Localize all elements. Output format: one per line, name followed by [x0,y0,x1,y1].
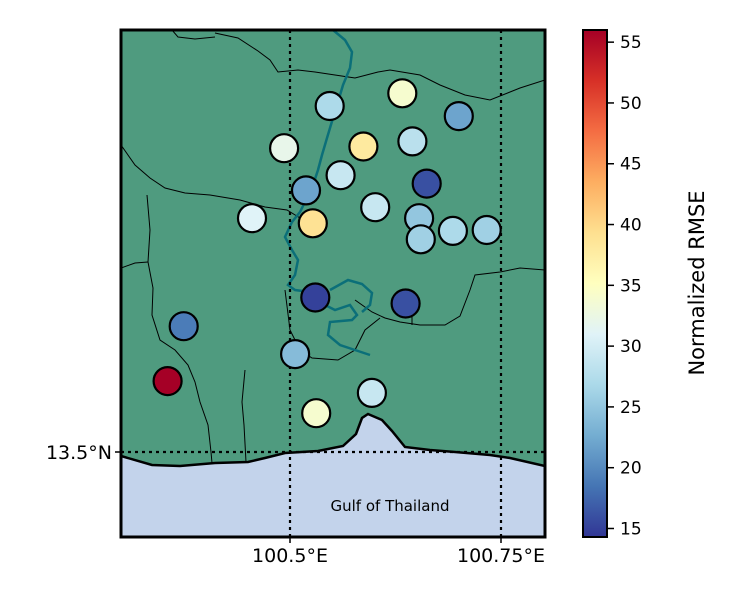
land-area [121,30,545,466]
station-marker [360,192,391,223]
station-marker [437,215,468,246]
station-marker [301,398,332,429]
station-marker [290,175,322,206]
station-marker [471,214,502,246]
colorbar-tick-label: 55 [620,33,642,53]
lon-label-100-75: 100.75°E [457,545,545,567]
colorbar-gradient [583,30,607,537]
lat-label-13-5: 13.5°N [46,442,112,464]
colorbar-tick-label: 35 [620,276,642,296]
lon-axis: 100.5°E 100.75°E [252,537,545,567]
colorbar-tick-label: 45 [620,155,642,175]
station-marker [387,78,418,109]
station-marker [356,377,387,408]
station-marker [269,133,300,164]
station-marker [325,160,356,191]
graticule [121,30,545,537]
station-marker [236,203,268,234]
lon-label-100-5: 100.5°E [252,545,328,567]
lat-axis: 13.5°N [46,442,121,464]
station-markers [152,78,502,429]
colorbar-tick-label: 20 [620,459,642,479]
station-marker [397,126,428,157]
station-marker [152,366,183,397]
colorbar-tick-label: 25 [620,398,642,418]
colorbar-frame [582,29,608,538]
colorbar-tick-label: 50 [620,94,642,114]
colorbar-tick-label: 40 [620,216,642,236]
station-marker [405,224,436,255]
station-marker [280,339,311,370]
station-marker [411,168,442,199]
colorbar: 15 20 25 30 35 40 45 50 55 Normalized RMSE [582,29,709,539]
map-area[interactable]: Gulf of Thailand [121,30,545,537]
map-frame [119,28,547,539]
station-marker [390,288,421,319]
colorbar-label: Normalized RMSE [685,190,709,375]
station-marker [314,90,345,122]
station-marker [443,100,474,132]
station-marker [297,208,328,239]
gulf-label: Gulf of Thailand [331,497,450,515]
colorbar-tick-label: 30 [620,337,642,357]
colorbar-ticks: 15 20 25 30 35 40 45 50 55 [607,33,642,539]
station-marker [348,131,379,162]
station-marker [168,311,199,342]
colorbar-tick-label: 15 [620,519,642,539]
station-marker [300,282,331,313]
